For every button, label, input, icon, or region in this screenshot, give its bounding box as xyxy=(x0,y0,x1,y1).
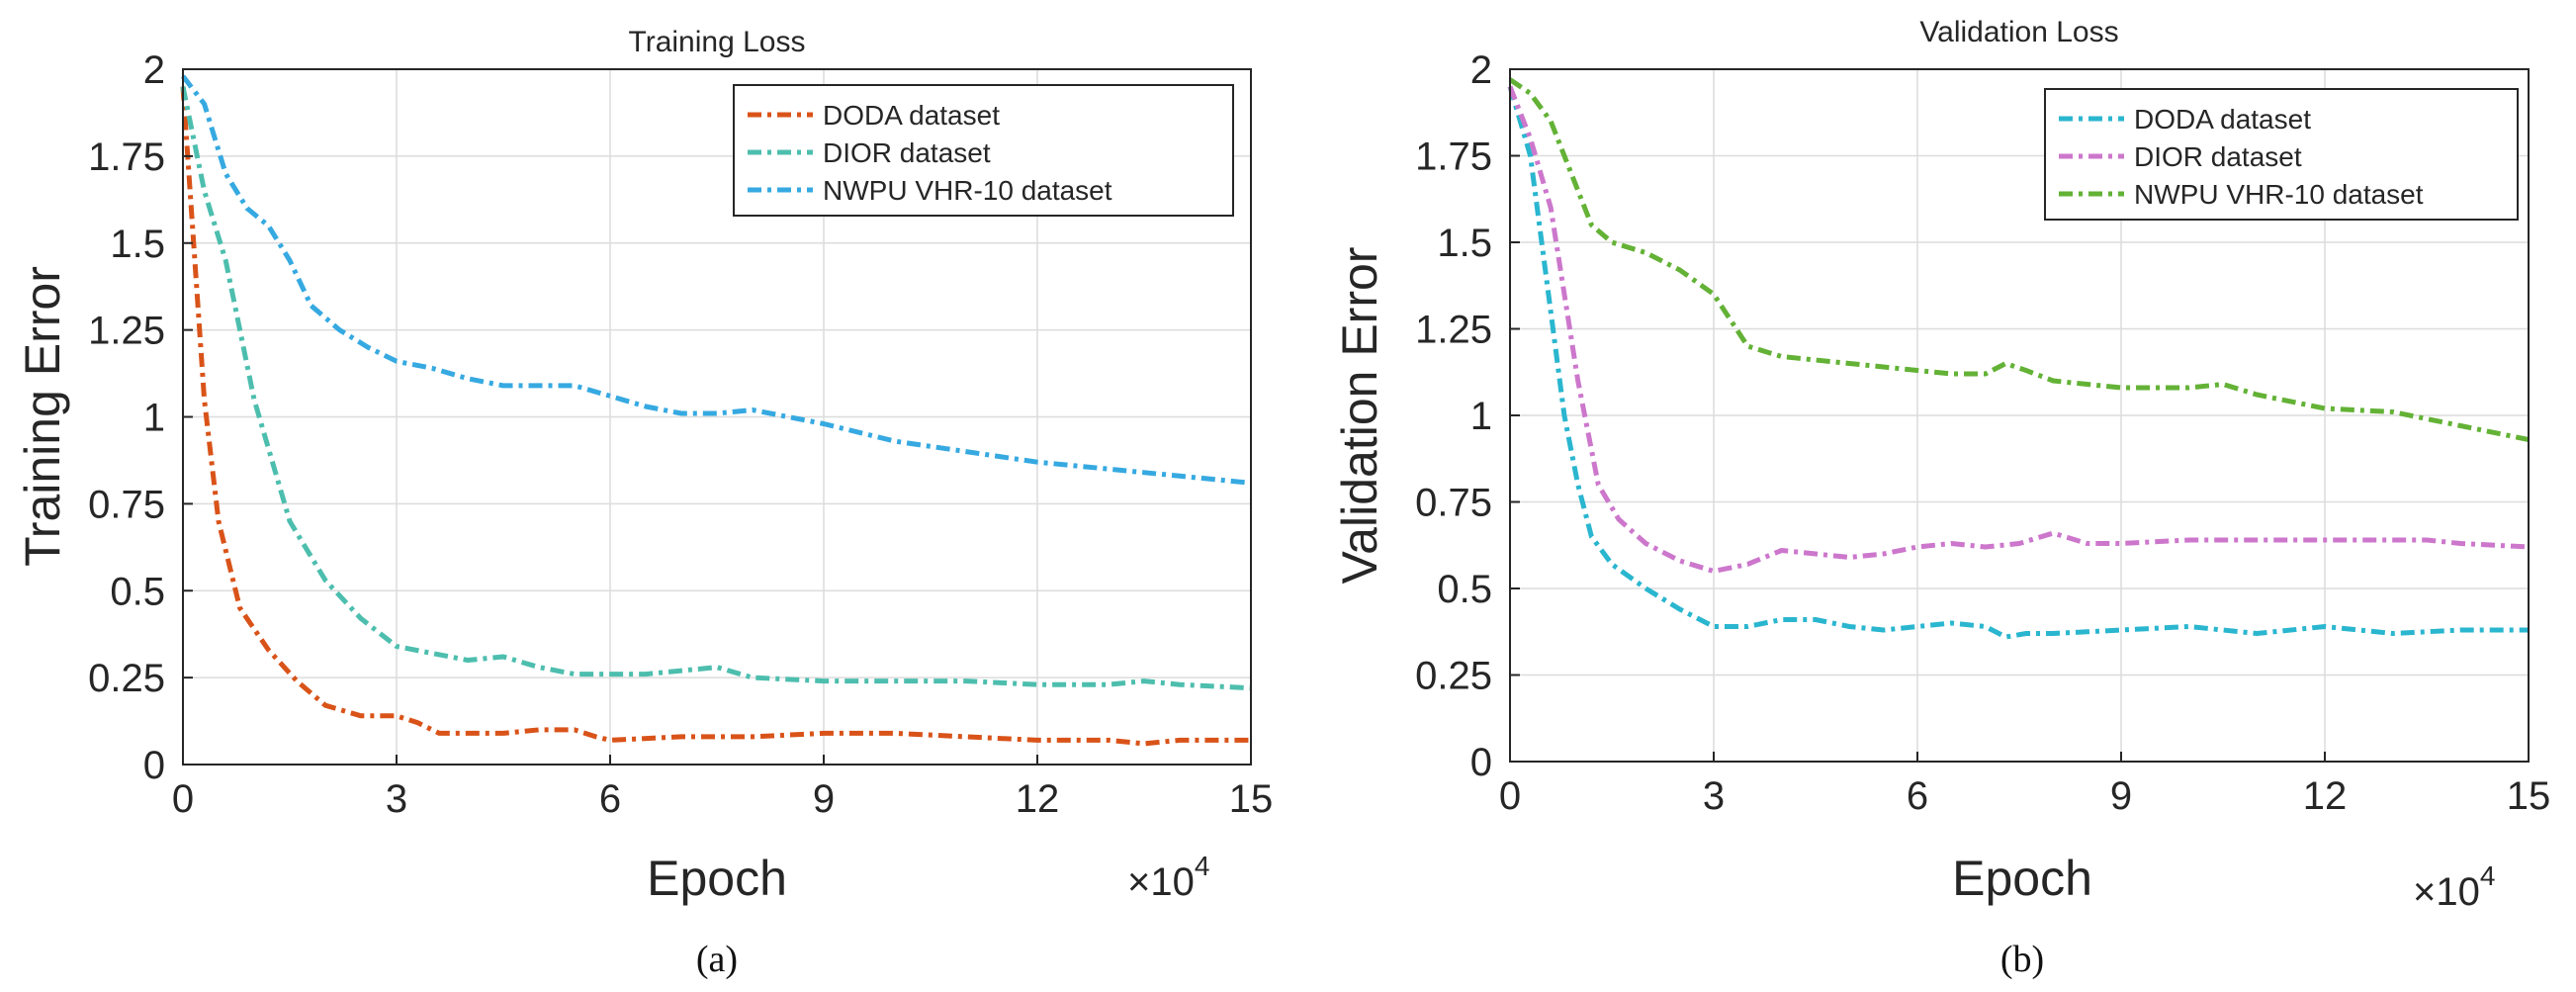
y-tick-label: 1.75 xyxy=(88,135,165,179)
x-tick-label: 9 xyxy=(2110,774,2132,818)
x-multiplier-a: ×104 xyxy=(1127,851,1209,904)
legend-label-b-1: DODA dataset xyxy=(2134,104,2311,135)
y-tick-label: 1.25 xyxy=(88,310,165,353)
y-tick-label: 2 xyxy=(1470,48,1492,92)
y-tick-label: 1.25 xyxy=(1415,309,1492,352)
x-tick-label: 12 xyxy=(1016,777,1060,821)
x-tick-label: 3 xyxy=(1703,774,1725,818)
y-tick-label: 0 xyxy=(1470,741,1492,784)
x-axis-label-b: Epoch xyxy=(1952,851,2092,906)
y-tick-label: 1 xyxy=(143,397,165,440)
y-tick-label: 1.75 xyxy=(1415,135,1492,179)
series-line-a-2 xyxy=(180,86,1252,691)
x-tick-label: 6 xyxy=(599,777,621,821)
x-tick-label: 15 xyxy=(2507,774,2551,818)
series-line-b-2 xyxy=(1507,85,2530,574)
y-tick-label: 1.5 xyxy=(1437,222,1492,265)
x-tick-label: 9 xyxy=(813,777,835,821)
chart-panel-b: 0 3 6 9 12 15 0 0.25 0.5 0.75 1 1.25 1.5 1.75 2 DODA d… xyxy=(1332,16,2550,980)
y-axis-label-b: Validation Error xyxy=(1332,247,1387,585)
legend-label-a-2: DIOR dataset xyxy=(823,137,991,168)
y-tick-label: 0.5 xyxy=(110,570,165,613)
chart-panel-a: 0 3 6 9 12 15 0 0.25 0.5 0.75 1 1.25 1.5 1.75 2 DODA d… xyxy=(15,26,1273,980)
legend-label-a-3: NWPU VHR-10 dataset xyxy=(823,175,1112,206)
x-tick-label: 6 xyxy=(1907,774,1928,818)
x-tick-label: 0 xyxy=(1499,774,1521,818)
legend-label-b-3: NWPU VHR-10 dataset xyxy=(2134,179,2424,210)
y-tick-label: 0.5 xyxy=(1437,568,1492,611)
x-tick-label: 15 xyxy=(1229,777,1274,821)
y-tick-label: 0.75 xyxy=(88,483,165,526)
series-line-b-3 xyxy=(1508,77,2530,442)
y-tick-label: 2 xyxy=(143,48,165,92)
panel-caption-a: (a) xyxy=(696,939,738,980)
legend-label-b-2: DIOR dataset xyxy=(2134,141,2302,172)
legend-label-a-1: DODA dataset xyxy=(823,100,1000,131)
y-tick-label: 0.25 xyxy=(1415,655,1492,698)
chart-title-b: Validation Loss xyxy=(1919,16,2118,48)
y-tick-label: 0.75 xyxy=(1415,482,1492,525)
x-axis-label-a: Epoch xyxy=(647,851,787,906)
legend-box-a xyxy=(733,84,1234,217)
x-tick-label: 12 xyxy=(2303,774,2348,818)
y-tick-label: 0 xyxy=(143,744,165,787)
y-axis-label-a: Training Error xyxy=(15,266,70,567)
chart-title-a: Training Loss xyxy=(629,26,806,58)
x-tick-label: 3 xyxy=(386,777,407,821)
x-multiplier-b: ×104 xyxy=(2413,860,2495,914)
y-tick-label: 1.5 xyxy=(110,223,165,266)
x-tick-label: 0 xyxy=(172,777,194,821)
y-tick-label: 0.25 xyxy=(88,657,165,700)
panel-caption-b: (b) xyxy=(2000,939,2044,980)
y-tick-label: 1 xyxy=(1470,395,1492,438)
